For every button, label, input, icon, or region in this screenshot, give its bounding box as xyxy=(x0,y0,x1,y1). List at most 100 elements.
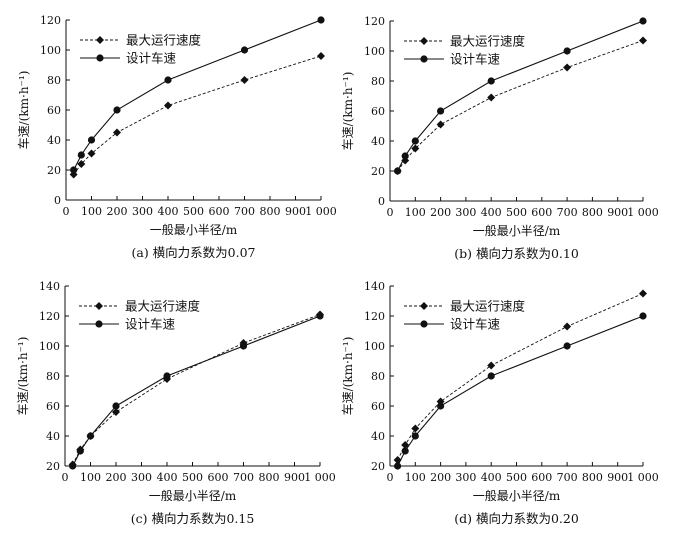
series-line-max-speed xyxy=(397,40,644,172)
x-tick-label: 1 000 xyxy=(304,471,336,484)
y-tick-label: 80 xyxy=(46,370,60,383)
series-line-max-speed xyxy=(73,55,322,175)
y-tick-label: 20 xyxy=(371,460,385,473)
data-point-diamond xyxy=(411,424,420,433)
y-tick-label: 0 xyxy=(54,194,61,207)
x-tick-label: 400 xyxy=(481,206,502,219)
data-point-circle xyxy=(437,107,445,115)
y-tick-label: 20 xyxy=(47,164,61,177)
chart-panel-2: 0 20 40 60 80 100 120 0 100 200 300 400 500 600 700 800… xyxy=(340,15,659,261)
x-tick-label: 400 xyxy=(481,471,502,484)
y-tick-label: 40 xyxy=(371,135,385,148)
y-tick-label: 0 xyxy=(378,195,385,208)
x-tick-label: 100 xyxy=(405,206,426,219)
x-tick-label: 200 xyxy=(430,471,451,484)
data-point-circle xyxy=(401,152,409,160)
data-point-diamond xyxy=(87,149,96,158)
data-point-diamond xyxy=(317,52,325,60)
legend-marker-diamond xyxy=(420,37,428,45)
x-tick-label: 900 xyxy=(285,205,306,218)
series-line-max-speed xyxy=(72,314,321,465)
data-point-circle xyxy=(112,402,120,410)
data-point-circle xyxy=(487,77,495,85)
x-tick-label: 700 xyxy=(557,471,578,484)
x-tick-label: 900 xyxy=(284,471,305,484)
x-tick-label: 600 xyxy=(209,205,230,218)
x-tick-label: 800 xyxy=(259,471,280,484)
legend-label: 设计车速 xyxy=(126,51,177,66)
data-point-circle xyxy=(393,167,402,175)
data-point-diamond xyxy=(113,128,121,137)
data-point-circle xyxy=(401,447,409,455)
y-tick-label: 40 xyxy=(371,430,385,443)
data-point-diamond xyxy=(401,441,410,449)
data-point-circle xyxy=(163,372,171,380)
x-tick-label: 100 xyxy=(80,471,101,484)
data-point-circle xyxy=(164,76,172,84)
x-tick-label: 800 xyxy=(582,471,603,484)
y-tick-label: 60 xyxy=(46,400,60,413)
legend-label: 最大运行速度 xyxy=(450,299,526,314)
x-tick-label: 900 xyxy=(607,471,628,484)
legend-label: 设计车速 xyxy=(125,317,176,332)
y-tick-label: 100 xyxy=(40,44,61,57)
x-tick-label: 400 xyxy=(158,205,179,218)
legend-marker-circle xyxy=(96,54,104,62)
chart-panel-3: 20 40 60 80 100 120 140 0 100 200 300 400 500 600 700 8… xyxy=(15,280,336,526)
y-tick-label: 120 xyxy=(364,15,385,28)
legend-marker-diamond xyxy=(96,36,104,44)
panel-caption: (c) 横向力系数为0.15 xyxy=(131,511,255,526)
legend-label: 最大运行速度 xyxy=(450,34,526,49)
x-tick-label: 500 xyxy=(182,471,203,484)
y-tick-label: 120 xyxy=(39,310,60,323)
data-point-diamond xyxy=(411,144,420,153)
y-tick-label: 60 xyxy=(47,104,61,117)
chart-panel-1: 0 20 40 60 80 100 120 0 100 200 300 400 500 600 700 800… xyxy=(16,14,337,260)
data-point-circle xyxy=(437,402,445,410)
y-axis-label: 车速/(km·h⁻¹) xyxy=(16,71,31,150)
data-point-circle xyxy=(487,372,495,380)
data-point-circle xyxy=(239,342,248,350)
panel-caption: (d) 横向力系数为0.20 xyxy=(454,511,579,526)
x-tick-label: 800 xyxy=(582,206,603,219)
y-tick-label: 20 xyxy=(371,165,385,178)
data-point-diamond xyxy=(563,63,572,72)
x-axis-label: 一般最小半径/m xyxy=(150,222,238,237)
y-tick-label: 20 xyxy=(46,460,60,473)
y-tick-label: 60 xyxy=(371,105,385,118)
y-axis-label: 车速/(km·h⁻¹) xyxy=(15,337,30,416)
x-tick-label: 0 xyxy=(387,206,394,219)
y-tick-label: 120 xyxy=(40,14,61,27)
data-point-circle xyxy=(411,432,419,440)
y-tick-label: 100 xyxy=(364,340,385,353)
data-point-circle xyxy=(317,16,325,24)
x-tick-label: 300 xyxy=(455,206,476,219)
data-point-diamond xyxy=(639,36,647,45)
legend-label: 设计车速 xyxy=(450,52,501,67)
x-tick-label: 0 xyxy=(387,471,394,484)
y-tick-label: 100 xyxy=(39,340,60,353)
x-tick-label: 0 xyxy=(63,205,70,218)
y-tick-label: 40 xyxy=(46,430,60,443)
data-point-circle xyxy=(563,342,571,350)
data-point-circle xyxy=(87,136,96,144)
data-point-circle xyxy=(76,447,84,455)
panel-caption: (a) 横向力系数为0.07 xyxy=(131,245,255,260)
data-point-diamond xyxy=(77,160,86,168)
x-axis-label: 一般最小半径/m xyxy=(473,488,561,503)
data-point-diamond xyxy=(112,408,120,416)
y-axis-label: 车速/(km·h⁻¹) xyxy=(340,337,355,416)
data-point-diamond xyxy=(164,101,172,110)
x-tick-label: 1 000 xyxy=(627,206,659,219)
x-axis-label: 一般最小半径/m xyxy=(473,223,561,238)
y-tick-label: 140 xyxy=(39,280,60,293)
x-tick-label: 400 xyxy=(157,471,178,484)
legend-label: 最大运行速度 xyxy=(126,33,202,48)
x-tick-label: 500 xyxy=(506,471,527,484)
x-tick-label: 300 xyxy=(132,205,153,218)
